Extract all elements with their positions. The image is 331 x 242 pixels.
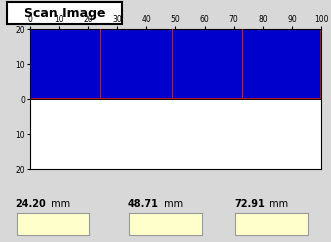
Text: mm: mm (266, 199, 289, 209)
Bar (30, 29, 321, 99)
Text: 24.20: 24.20 (16, 199, 46, 209)
Text: mm: mm (48, 199, 70, 209)
Text: 48.71: 48.71 (128, 199, 159, 209)
Text: 72.91: 72.91 (234, 199, 265, 209)
Text: mm: mm (161, 199, 183, 209)
Text: Scan Image: Scan Image (24, 7, 105, 20)
